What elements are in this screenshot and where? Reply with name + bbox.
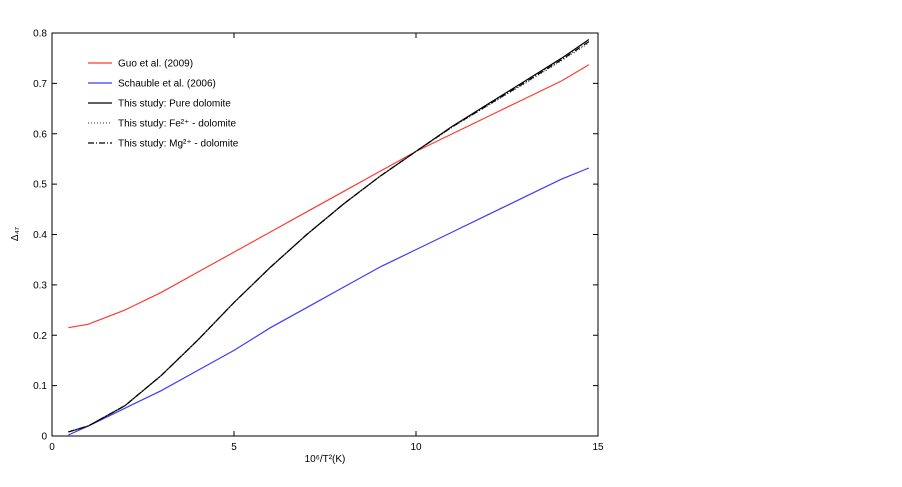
x-axis-label: 10⁶/T²(K) xyxy=(305,454,346,465)
y-tick-label: 0.6 xyxy=(33,129,47,140)
y-tick-label: 0 xyxy=(41,432,47,443)
plot-frame xyxy=(51,32,599,437)
legend-label: Schauble et al. (2006) xyxy=(118,79,216,90)
x-tick-label: 0 xyxy=(49,442,55,453)
y-tick-label: 0.8 xyxy=(33,29,47,40)
x-tick-label: 5 xyxy=(231,442,237,453)
legend-label: This study: Fe²⁺ - dolomite xyxy=(118,119,237,130)
y-tick-label: 0.1 xyxy=(33,381,47,392)
legend-label: Guo et al. (2009) xyxy=(118,59,193,70)
legend-label: This study: Pure dolomite xyxy=(118,99,231,110)
y-axis-label: Δ₄₇ xyxy=(10,226,21,241)
series-line xyxy=(68,42,590,433)
y-tick-label: 0.3 xyxy=(33,280,47,291)
y-tick-label: 0.2 xyxy=(33,331,47,342)
y-tick-label: 0.7 xyxy=(33,79,47,90)
series-line xyxy=(68,64,590,329)
y-tick-label: 0.4 xyxy=(33,230,47,241)
x-tick-label: 15 xyxy=(592,442,604,453)
legend-label: This study: Mg²⁺ - dolomite xyxy=(118,139,239,150)
y-tick-label: 0.5 xyxy=(33,180,47,191)
series-line xyxy=(68,167,590,436)
x-tick-label: 10 xyxy=(410,442,422,453)
